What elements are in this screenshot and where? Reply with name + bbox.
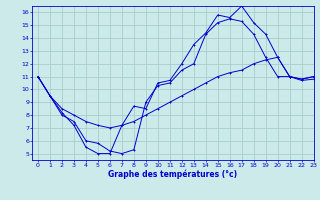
X-axis label: Graphe des températures (°c): Graphe des températures (°c) <box>108 169 237 179</box>
